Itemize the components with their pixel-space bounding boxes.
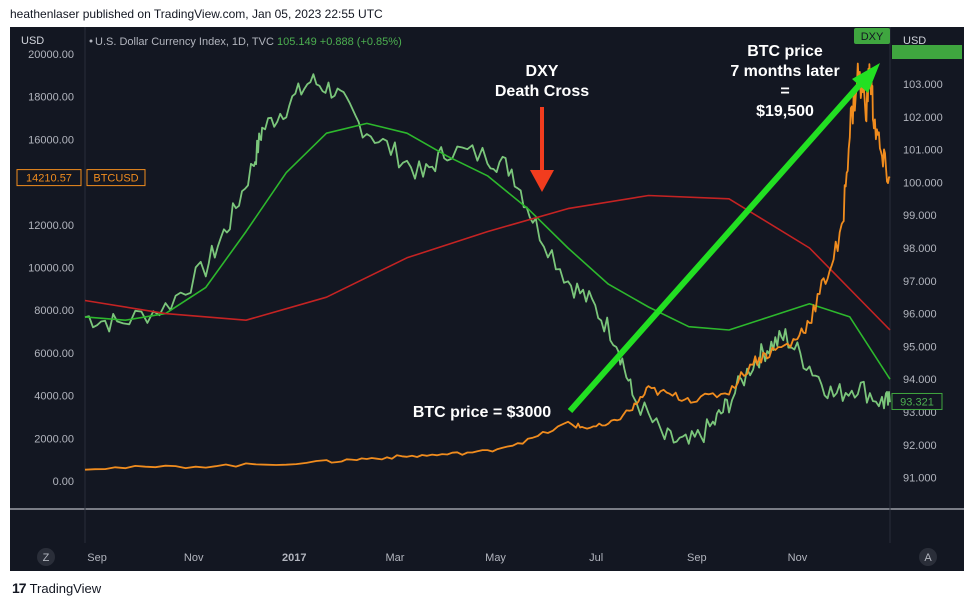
btc-later-label: = (780, 83, 789, 100)
left-axis-tick-label: 2000.00 (34, 433, 74, 445)
right-axis-tick-label: 94.000 (903, 374, 937, 386)
btc-later-label: 7 months later (730, 63, 839, 80)
left-axis-tick-label: 10000.00 (28, 263, 74, 275)
x-axis-tick-label: Nov (184, 552, 204, 564)
btc-growth-arrow-head (852, 63, 880, 93)
dxy-price-badge-value: 93.321 (900, 396, 934, 408)
legend-dot (89, 39, 93, 43)
tradingview-brand[interactable]: TradingView (29, 580, 102, 596)
auto-scale-button-label[interactable]: A (924, 552, 932, 564)
right-axis-tick-label: 93.000 (903, 407, 937, 419)
btc-growth-arrow (567, 80, 865, 413)
left-axis-tick-label: 12000.00 (28, 220, 74, 232)
btc-later-label: $19,500 (756, 103, 814, 120)
right-axis-tick-label: 92.000 (903, 440, 937, 452)
death-cross-arrow-head (530, 170, 554, 192)
left-axis-tick-label: 16000.00 (28, 134, 74, 146)
x-axis-tick-label: Mar (385, 552, 404, 564)
right-axis-tick-label: 95.000 (903, 341, 937, 353)
legend-text: U.S. Dollar Currency Index, 1D, TVC 105.… (95, 36, 402, 48)
btc-symbol-badge-label: BTCUSD (93, 173, 138, 185)
btc-start-label: BTC price = $3000 (413, 404, 551, 421)
btc-later-label: BTC price (747, 43, 823, 60)
dxy-tag (854, 28, 890, 44)
right-axis-tick-label: 91.000 (903, 473, 937, 485)
x-axis-tick-label: Jul (589, 552, 603, 564)
right-axis-unit: USD (903, 35, 926, 47)
x-axis-tick-label: May (485, 552, 506, 564)
left-axis-tick-label: 0.00 (53, 476, 74, 488)
death-cross-label: Death Cross (495, 83, 589, 100)
right-axis-tick-label: 103.000 (903, 79, 943, 91)
time-axis-bg (10, 543, 964, 571)
footer: 17 TradingView (12, 580, 101, 596)
chart-panel[interactable]: USD20000.0018000.0016000.0014000.0012000… (10, 27, 964, 571)
publish-header: heathenlaser published on TradingView.co… (10, 7, 383, 21)
btc-price-badge-value: 14210.57 (26, 173, 72, 185)
x-axis-tick-label: Sep (87, 552, 107, 564)
left-axis-tick-label: 20000.00 (28, 49, 74, 61)
right-axis-tick-label: 98.000 (903, 243, 937, 255)
right-axis-tick-label: 99.000 (903, 210, 937, 222)
left-axis-tick-label: 6000.00 (34, 348, 74, 360)
x-axis-tick-label: Nov (788, 552, 808, 564)
right-axis-tick-label: 101.000 (903, 145, 943, 157)
tradingview-logo: 17 (12, 580, 27, 596)
zoom-button[interactable] (37, 548, 55, 566)
dxy-series-line (84, 73, 891, 445)
auto-scale-button[interactable] (919, 548, 937, 566)
ma-short-series-line (84, 122, 891, 380)
left-axis-tick-label: 4000.00 (34, 391, 74, 403)
left-axis-tick-label: 8000.00 (34, 305, 74, 317)
dxy-price-badge (891, 392, 943, 410)
left-axis-unit: USD (21, 35, 44, 47)
ma-long-series-line (84, 194, 891, 331)
right-axis-tick-label: 97.000 (903, 276, 937, 288)
right-axis-tick-label: 96.000 (903, 309, 937, 321)
death-cross-label: DXY (526, 63, 559, 80)
x-axis-tick-label: Sep (687, 552, 707, 564)
dxy-price-badge-top (892, 45, 962, 59)
btc-price-badge (16, 169, 82, 187)
btc-symbol-badge (86, 169, 146, 187)
x-axis-tick-label: 2017 (282, 552, 306, 564)
dxy-tag-label: DXY (861, 31, 884, 43)
right-axis-tick-label: 100.000 (903, 177, 943, 189)
left-axis-tick-label: 18000.00 (28, 92, 74, 104)
right-axis-tick-label: 102.000 (903, 112, 943, 124)
chart-svg[interactable]: USD20000.0018000.0016000.0014000.0012000… (10, 27, 964, 571)
zoom-button-label[interactable]: Z (43, 552, 50, 564)
